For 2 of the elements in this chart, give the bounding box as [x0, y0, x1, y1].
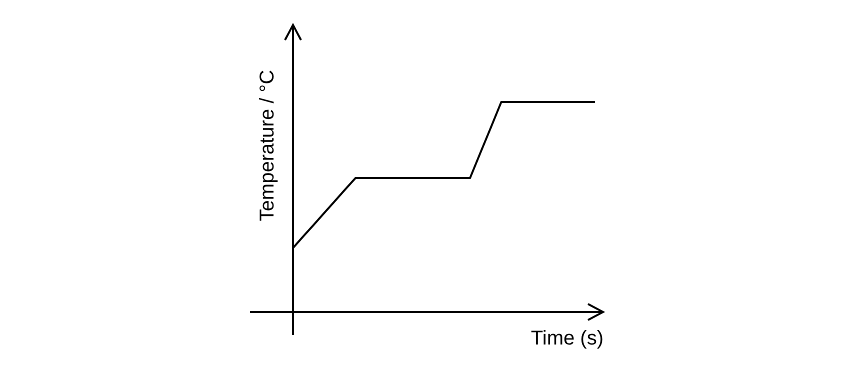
- x-axis-title: Time (s): [530, 328, 604, 350]
- y-axis-title: Temperature / °C: [256, 70, 278, 222]
